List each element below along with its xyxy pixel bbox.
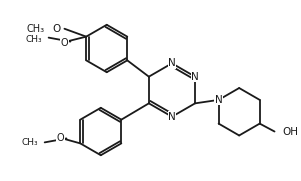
Text: O: O <box>61 38 68 48</box>
Text: N: N <box>168 112 176 122</box>
Text: OH: OH <box>282 127 298 136</box>
Text: CH₃: CH₃ <box>21 138 38 147</box>
Text: N: N <box>215 95 222 105</box>
Text: N: N <box>191 72 199 82</box>
Text: N: N <box>168 58 176 68</box>
Text: O: O <box>57 133 64 143</box>
Text: O: O <box>52 24 61 34</box>
Text: CH₃: CH₃ <box>25 35 42 44</box>
Text: CH₃: CH₃ <box>26 24 45 34</box>
